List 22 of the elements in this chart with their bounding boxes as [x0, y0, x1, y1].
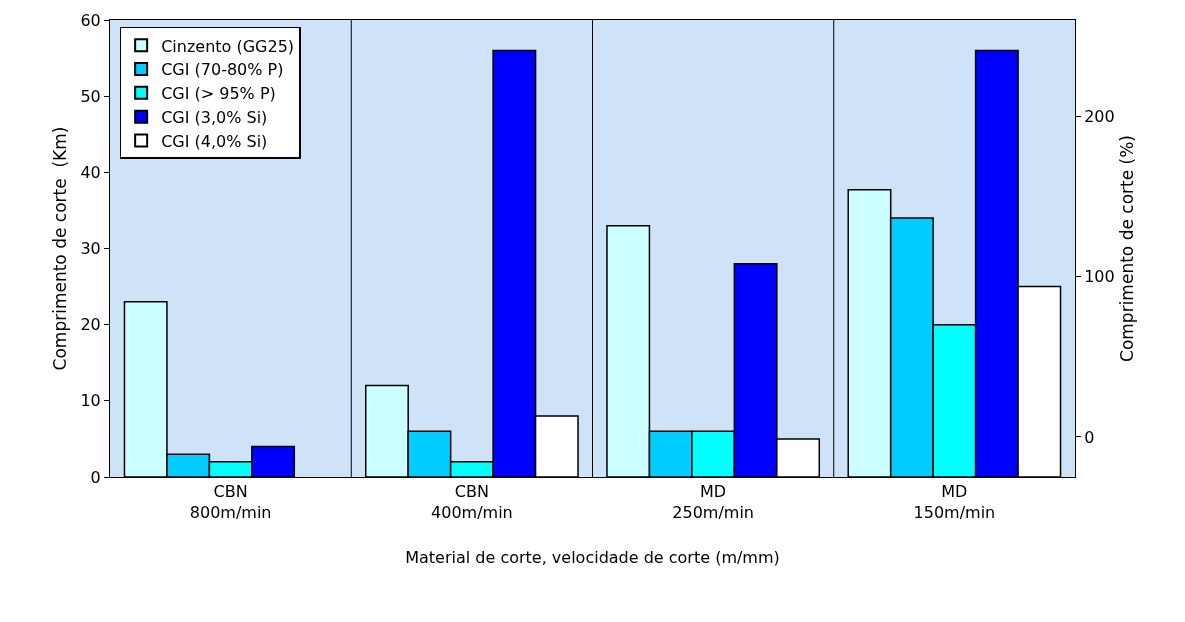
legend-label: CGI (70-80% P): [161, 60, 284, 80]
legend-label: CGI (3,0% Si): [161, 107, 268, 127]
x-axis-title: Material de corte, velocidade de corte (m/mm): [405, 547, 780, 567]
y2-axis-title: Comprimento de corte (%): [1116, 135, 1137, 362]
y-tick-label: 20: [80, 315, 101, 335]
y-tick-label: 10: [80, 391, 101, 411]
x-tick-label: CBN 800m/min: [189, 482, 272, 522]
y2-tick-label: 100: [1084, 267, 1115, 287]
y-tick-label: 0: [90, 467, 101, 487]
y-tick-label: 50: [80, 86, 101, 106]
y-tick-label: 30: [80, 239, 101, 259]
x-tick-label: MD 250m/min: [672, 482, 754, 522]
y-tick-label: 60: [80, 10, 101, 30]
y-tick-label: 40: [80, 162, 101, 182]
y2-tick-label: 0: [1084, 427, 1095, 447]
x-tick-label: CBN 400m/min: [431, 482, 513, 522]
legend-label: CGI (> 95% P): [161, 84, 276, 104]
y-axis-title: Comprimento de corte (Km): [50, 126, 70, 371]
legend-label: Cinzento (GG25): [161, 36, 295, 56]
x-tick-label: MD 150m/min: [913, 482, 996, 522]
legend-label: CGI (4,0% Si): [161, 131, 268, 151]
y2-tick-label: 200: [1084, 106, 1115, 126]
